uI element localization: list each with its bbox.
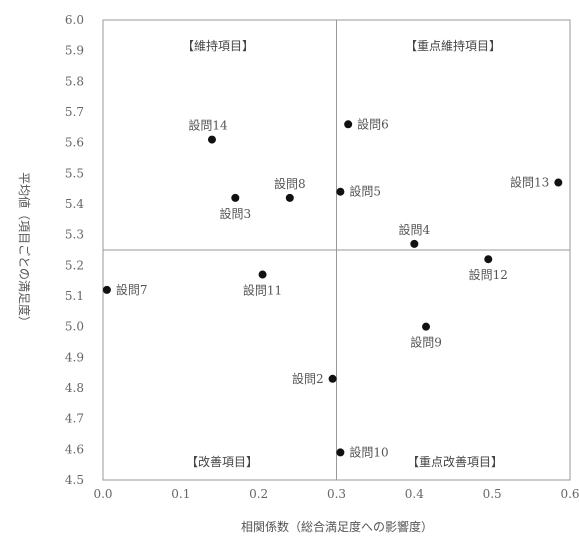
data-point <box>328 374 337 383</box>
y-tick-label: 5.3 <box>65 228 84 242</box>
y-tick-label: 4.7 <box>65 412 84 426</box>
data-point <box>207 135 216 144</box>
x-tick-label: 0.5 <box>483 487 502 501</box>
data-point <box>554 178 563 187</box>
x-axis-title: 相関係数（総合満足度への影響度） <box>241 519 433 534</box>
data-point <box>422 322 431 331</box>
data-point <box>285 193 294 202</box>
y-tick-label: 5.4 <box>65 197 84 211</box>
x-tick-label: 0.3 <box>327 487 346 501</box>
data-point <box>336 448 345 457</box>
quadrant-label-top-right: 【重点維持項目】 <box>405 38 501 53</box>
y-tick-label: 6.0 <box>65 13 84 27</box>
quadrant-label-bottom-left: 【改善項目】 <box>186 454 258 469</box>
y-tick-label: 4.8 <box>65 381 84 395</box>
y-axis-ticks: 4.5 4.6 4.7 4.8 4.9 5.0 5.1 5.2 5.3 5.4 5.5 5.6 5.7 5… <box>65 13 84 487</box>
y-tick-label: 5.1 <box>65 289 84 303</box>
point-label: 設問8 <box>274 176 306 191</box>
x-tick-label: 0.0 <box>93 487 112 501</box>
point-label: 設問4 <box>399 222 431 237</box>
data-point <box>258 270 267 279</box>
y-tick-label: 4.5 <box>65 473 84 487</box>
point-label: 設問13 <box>510 175 549 190</box>
x-axis-ticks: 0.0 0.1 0.2 0.3 0.4 0.5 0.6 <box>93 487 579 501</box>
point-label: 設問12 <box>469 267 508 282</box>
quadrant-labels: 【維持項目】 【重点維持項目】 【改善項目】 【重点改善項目】 <box>182 38 503 469</box>
point-label: 設問11 <box>243 283 282 298</box>
point-label: 設問7 <box>116 282 148 297</box>
point-label: 設問9 <box>410 335 442 350</box>
data-point <box>410 239 419 248</box>
y-tick-label: 5.8 <box>65 74 84 88</box>
y-tick-label: 5.0 <box>65 320 84 334</box>
point-label: 設問5 <box>349 184 381 199</box>
data-point <box>231 193 240 202</box>
y-tick-label: 5.6 <box>65 136 84 150</box>
y-axis-title: 平均値（項目ごとの満足度） <box>17 172 32 328</box>
x-tick-label: 0.4 <box>405 487 424 501</box>
point-label: 設問10 <box>349 444 388 459</box>
data-point <box>336 187 345 196</box>
y-tick-label: 5.7 <box>65 105 84 119</box>
y-tick-label: 4.6 <box>65 442 84 456</box>
y-tick-label: 5.5 <box>65 166 84 180</box>
data-point <box>102 285 111 294</box>
x-tick-label: 0.1 <box>171 487 190 501</box>
data-point <box>484 255 493 264</box>
data-points: 設問14 設問6 設問13 設問5 設問8 設問3 設問4 設問12 設問11 設問7 設問9 設問2… <box>102 116 563 459</box>
point-label: 設問14 <box>188 118 228 133</box>
x-tick-label: 0.6 <box>560 487 579 501</box>
quadrant-label-top-left: 【維持項目】 <box>182 38 254 53</box>
quadrant-dividers <box>103 20 570 480</box>
x-tick-label: 0.2 <box>249 487 268 501</box>
y-tick-label: 5.9 <box>65 44 84 58</box>
point-label: 設問2 <box>292 371 324 386</box>
y-tick-label: 5.2 <box>65 258 84 272</box>
quadrant-label-bottom-right: 【重点改善項目】 <box>407 454 503 469</box>
point-label: 設問3 <box>219 206 251 221</box>
data-point <box>344 120 353 129</box>
y-tick-label: 4.9 <box>65 350 84 364</box>
point-label: 設問6 <box>357 116 389 131</box>
